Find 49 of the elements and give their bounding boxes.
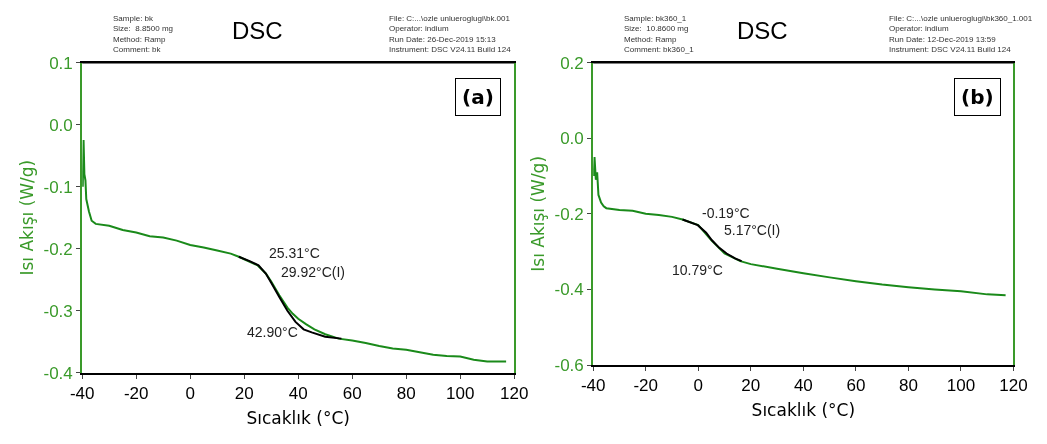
- y-tick-label: -0.2: [554, 204, 584, 224]
- line-series: [82, 139, 508, 363]
- text: Sample: bk360_1 Size: 10.8600 mg Method: Ramp Comment: bk360_1: [624, 14, 695, 55]
- text: File: C:...\ozle unlueroglugi\bk.001 Operator: indium Run Date: 26-Dec-2019 15:13 Instrument: DSC V24.11 Build 124: [389, 14, 512, 55]
- y-tick-label: -0.1: [43, 177, 73, 197]
- y-tick-label: -0.2: [43, 239, 73, 259]
- chart-title: DSC: [232, 17, 283, 44]
- x-axis-title: Sıcaklık (°C): [751, 400, 856, 421]
- y-tick-label: 0.2: [560, 53, 584, 73]
- y-tick-label: 0.1: [49, 53, 73, 73]
- annotation: (b): [961, 85, 994, 109]
- x-tick-label: 80: [396, 384, 416, 404]
- y-tick-label: -0.3: [43, 301, 73, 321]
- text: File: C:...\ozle unlueroglugi\bk360_1.001 Operator: indium Run Date: 12-Dec-2019 13:59 Instrument: DSC V24.11 Build 124: [889, 14, 1033, 55]
- annotation: 42.90°C: [247, 324, 298, 340]
- x-tick-label: 120: [999, 376, 1028, 396]
- y-tick-label: -0.4: [43, 363, 73, 383]
- annotation: 25.31°C: [269, 245, 320, 261]
- x-axis-title: Sıcaklık (°C): [246, 408, 350, 429]
- y-tick-label: 0.0: [560, 129, 584, 149]
- x-tick-label: -20: [633, 376, 659, 396]
- chart-title: DSC: [737, 17, 788, 44]
- x-tick-label: 20: [234, 384, 254, 404]
- x-tick-label: 20: [741, 376, 761, 396]
- annotation: 29.92°C(I): [281, 264, 345, 280]
- y-axis-title: Isı Akışı (W/g): [527, 155, 548, 272]
- annotation: 10.79°C: [672, 262, 723, 278]
- y-tick-label: -0.4: [554, 280, 584, 300]
- x-tick-label: 60: [846, 376, 866, 396]
- x-tick-label: 60: [342, 384, 362, 404]
- y-tick-label: -0.6: [554, 356, 584, 376]
- y-tick-label: 0.0: [49, 115, 73, 135]
- x-tick-label: 120: [500, 384, 529, 404]
- x-tick-label: -40: [69, 384, 95, 404]
- annotation: 5.17°C(I): [724, 222, 781, 238]
- x-tick-label: 0: [185, 384, 195, 404]
- x-tick-label: 80: [898, 376, 918, 396]
- x-tick-label: 40: [793, 376, 813, 396]
- x-tick-label: -40: [580, 376, 606, 396]
- x-tick-label: 40: [288, 384, 308, 404]
- line-series: [593, 156, 1007, 297]
- x-tick-label: 100: [946, 376, 976, 396]
- x-tick-label: 0: [693, 376, 703, 396]
- x-tick-label: 100: [446, 384, 475, 404]
- annotation: (a): [462, 85, 494, 109]
- annotation: -0.19°C: [702, 205, 750, 221]
- text: Sample: bk Size: 8.8500 mg Method: Ramp Comment: bk: [113, 14, 174, 55]
- y-axis-title: Isı Akışı (W/g): [16, 159, 37, 276]
- x-tick-label: -20: [123, 384, 149, 404]
